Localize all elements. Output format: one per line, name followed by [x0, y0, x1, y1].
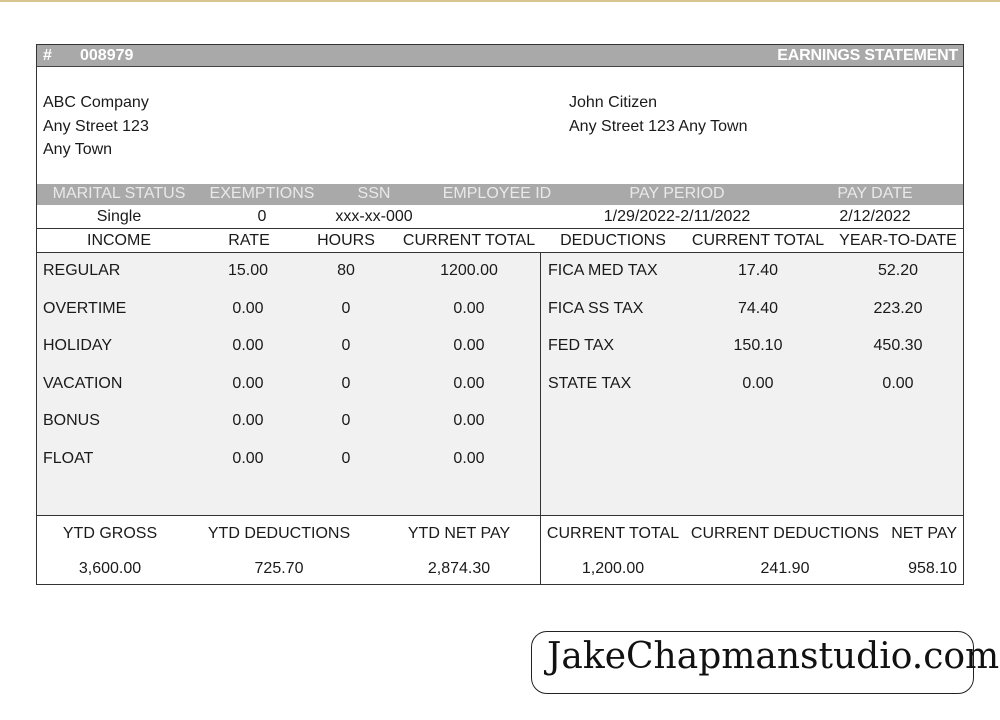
exemptions-value: 0: [257, 208, 267, 225]
marital-status-value: Single: [96, 208, 142, 225]
deduction-label: FICA SS TAX: [548, 300, 644, 317]
watermark-text: JakeChapmanstudio.com: [547, 636, 1000, 677]
income-hours: 0: [341, 375, 351, 392]
net-pay-label: NET PAY: [891, 525, 957, 542]
deduction-label: FICA MED TAX: [548, 262, 658, 279]
income-rate: 0.00: [232, 375, 264, 392]
current-total-label: CURRENT TOTAL: [546, 525, 680, 542]
income-row: HOLIDAY 0.00 0 0.00: [37, 337, 963, 361]
deduction-row: FED TAX 150.10 450.30: [37, 337, 963, 361]
income-current-total: 0.00: [453, 300, 485, 317]
pay-period-header: PAY PERIOD: [629, 185, 725, 202]
income-row: FLOAT 0.00 0 0.00: [37, 450, 963, 474]
pay-date-value: 2/12/2022: [839, 208, 911, 225]
income-current-total: 0.00: [453, 337, 485, 354]
income-rate: 0.00: [232, 412, 264, 429]
ytd-deductions-label: YTD DEDUCTIONS: [207, 525, 351, 542]
ytd-net-pay-value: 2,874.30: [427, 560, 491, 577]
income-rate: 0.00: [232, 337, 264, 354]
column-divider: [540, 253, 541, 585]
statement-number: 008979: [80, 47, 134, 64]
exemptions-header: EXEMPTIONS: [209, 185, 315, 202]
deduction-ytd: 223.20: [873, 300, 923, 317]
employee-id-header: EMPLOYEE ID: [442, 185, 552, 202]
ssn-value: xxx-xx-000: [335, 208, 413, 225]
ytd-gross-value: 3,600.00: [78, 560, 142, 577]
employer-name: ABC Company: [43, 94, 149, 111]
year-to-date-column-header: YEAR-TO-DATE: [839, 232, 957, 249]
income-hours: 0: [341, 412, 351, 429]
employer-street: Any Street 123: [43, 117, 149, 135]
income-current-total: 0.00: [453, 450, 485, 467]
marital-status-header: MARITAL STATUS: [52, 185, 186, 202]
income-hours: 0: [341, 450, 351, 467]
ssn-header: SSN: [357, 185, 391, 202]
employee-name: John Citizen: [569, 94, 658, 111]
pay-period-value: 1/29/2022-2/11/2022: [603, 208, 751, 225]
current-total-column-header: CURRENT TOTAL: [402, 232, 536, 249]
ytd-deductions-value: 725.70: [254, 560, 304, 577]
pay-date-header: PAY DATE: [837, 185, 913, 202]
current-total-value: 1,200.00: [581, 560, 645, 577]
deduction-current-total: 17.40: [737, 262, 779, 279]
income-label: OVERTIME: [43, 300, 127, 317]
income-label: BONUS: [43, 412, 100, 429]
deduction-ytd: 0.00: [882, 375, 914, 392]
income-label: HOLIDAY: [43, 337, 113, 354]
income-hours: 80: [337, 262, 355, 279]
income-current-total: 0.00: [453, 375, 485, 392]
deduction-row: FICA SS TAX 74.40 223.20: [37, 300, 963, 324]
statement-title-bar: # 008979 EARNINGS STATEMENT: [37, 45, 963, 67]
hours-column-header: HOURS: [317, 232, 375, 249]
employee-info-header: MARITAL STATUS EXEMPTIONS SSN EMPLOYEE I…: [37, 184, 963, 205]
employee-address: John Citizen Any Street 123 Any Town: [569, 91, 747, 138]
income-rate: 0.00: [232, 450, 264, 467]
deduction-ytd: 450.30: [873, 337, 923, 354]
top-accent-line: [0, 0, 1000, 2]
income-rate: 15.00: [227, 262, 269, 279]
ytd-net-pay-label: YTD NET PAY: [407, 525, 511, 542]
number-hash: #: [43, 47, 52, 64]
employer-town: Any Town: [43, 141, 113, 158]
income-current-total: 1200.00: [440, 262, 498, 279]
deduction-current-total: 74.40: [737, 300, 779, 317]
income-row: OVERTIME 0.00 0 0.00: [37, 300, 963, 324]
earnings-statement: # 008979 EARNINGS STATEMENT ABC Company …: [36, 44, 964, 585]
income-rate: 0.00: [232, 300, 264, 317]
net-pay-value: 958.10: [908, 560, 957, 577]
income-row: VACATION 0.00 0 0.00: [37, 375, 963, 399]
current-deductions-label: CURRENT DEDUCTIONS: [690, 525, 880, 542]
rate-column-header: RATE: [228, 232, 270, 249]
income-row: BONUS 0.00 0 0.00: [37, 412, 963, 436]
income-label: VACATION: [43, 375, 123, 392]
deduction-row: FICA MED TAX 17.40 52.20: [37, 262, 963, 286]
deduction-ytd: 52.20: [877, 262, 919, 279]
ytd-gross-label: YTD GROSS: [62, 525, 158, 542]
deductions-column-header: DEDUCTIONS: [560, 232, 666, 249]
employer-address: ABC Company Any Street 123 Any Town: [43, 91, 149, 162]
income-row: REGULAR 15.00 80 1200.00: [37, 262, 963, 286]
income-hours: 0: [341, 300, 351, 317]
income-hours: 0: [341, 337, 351, 354]
deduction-label: FED TAX: [548, 337, 615, 354]
deduction-row: STATE TAX 0.00 0.00: [37, 375, 963, 399]
income-column-header: INCOME: [87, 232, 151, 249]
deduction-current-total: 150.10: [733, 337, 783, 354]
deductions-current-total-column-header: CURRENT TOTAL: [691, 232, 825, 249]
earnings-body: [37, 253, 963, 516]
statement-title: EARNINGS STATEMENT: [777, 47, 958, 64]
deduction-label: STATE TAX: [548, 375, 632, 392]
income-label: FLOAT: [43, 450, 94, 467]
watermark-box: JakeChapmanstudio.com: [531, 631, 999, 694]
current-deductions-value: 241.90: [760, 560, 810, 577]
income-label: REGULAR: [43, 262, 121, 279]
table-column-header: INCOME RATE HOURS CURRENT TOTAL DEDUCTIO…: [37, 230, 963, 253]
deduction-current-total: 0.00: [742, 375, 774, 392]
income-current-total: 0.00: [453, 412, 485, 429]
employee-info-row: Single 0 xxx-xx-000 1/29/2022-2/11/2022 …: [37, 205, 963, 229]
employee-street-town: Any Street 123 Any Town: [569, 117, 748, 135]
